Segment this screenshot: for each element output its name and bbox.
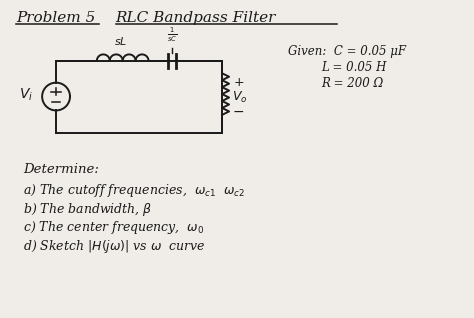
Text: −: − [233,105,245,119]
Text: L = 0.05 H: L = 0.05 H [321,61,387,74]
Text: a) The cutoff frequencies,  $\omega_{c1}$  $\omega_{c2}$: a) The cutoff frequencies, $\omega_{c1}$… [23,182,246,199]
Text: $sL$: $sL$ [114,35,128,47]
Text: Problem 5: Problem 5 [16,11,96,25]
Text: $V_o$: $V_o$ [232,89,247,105]
Text: RLC Bandpass Filter: RLC Bandpass Filter [116,11,276,25]
Text: R = 200 Ω: R = 200 Ω [321,77,384,90]
Text: Determine:: Determine: [23,163,99,176]
Text: $V_i$: $V_i$ [19,86,34,103]
Text: c) The center frequency,  $\omega_0$: c) The center frequency, $\omega_0$ [23,219,205,237]
Text: b) The bandwidth, $\beta$: b) The bandwidth, $\beta$ [23,201,153,218]
Text: Given:  C = 0.05 μF: Given: C = 0.05 μF [288,45,406,58]
Text: +: + [234,76,245,89]
Text: d) Sketch $|H(j\omega)|$ vs $\omega$  curve: d) Sketch $|H(j\omega)|$ vs $\omega$ cur… [23,238,206,255]
Text: $\frac{1}{sC}$: $\frac{1}{sC}$ [167,26,178,44]
